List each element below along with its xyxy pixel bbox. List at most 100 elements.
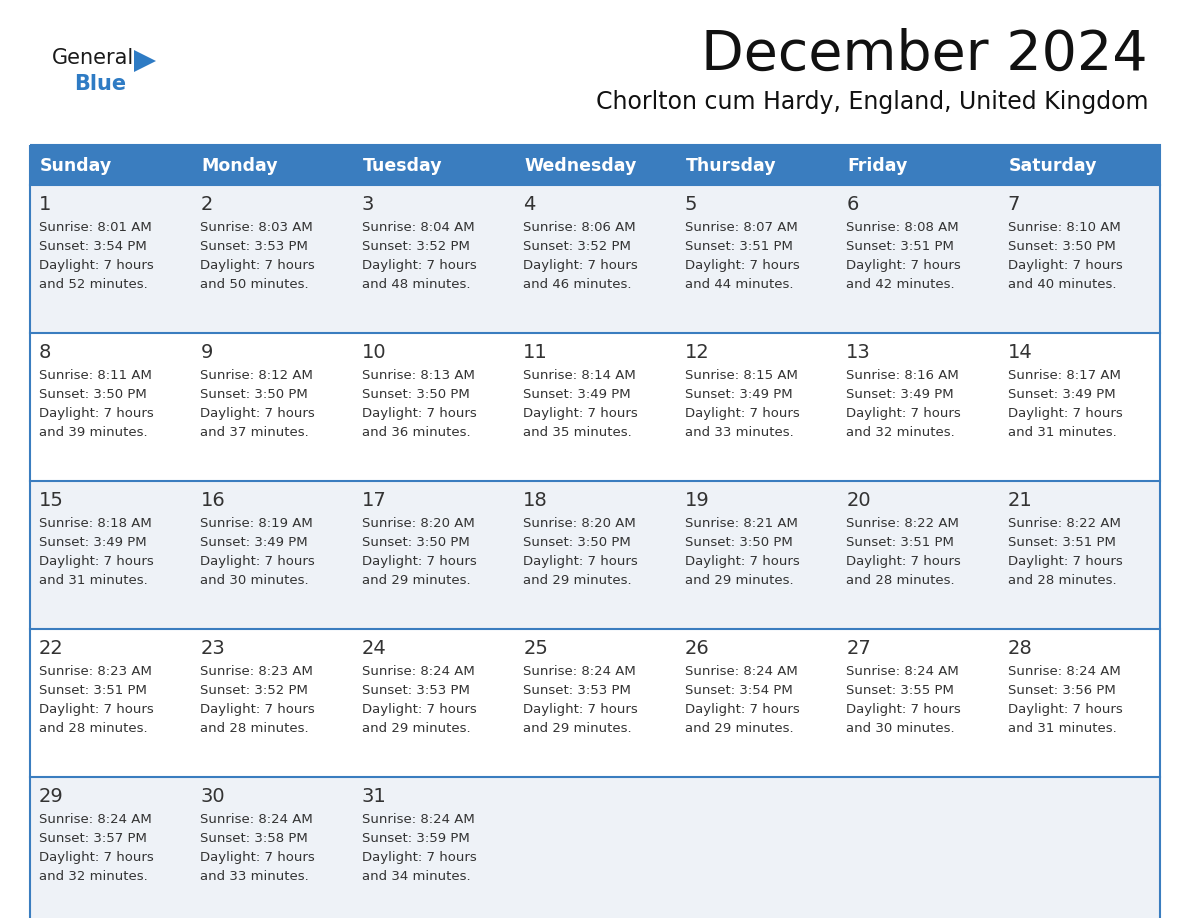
Text: and 28 minutes.: and 28 minutes. <box>39 722 147 735</box>
Text: Wednesday: Wednesday <box>524 157 637 175</box>
Text: 20: 20 <box>846 491 871 510</box>
Text: 7: 7 <box>1007 195 1020 214</box>
Text: 22: 22 <box>39 639 64 658</box>
Text: Daylight: 7 hours: Daylight: 7 hours <box>201 259 315 272</box>
Text: and 34 minutes.: and 34 minutes. <box>362 870 470 883</box>
Text: Sunrise: 8:07 AM: Sunrise: 8:07 AM <box>684 221 797 234</box>
Text: 17: 17 <box>362 491 386 510</box>
Text: Daylight: 7 hours: Daylight: 7 hours <box>39 703 153 716</box>
Text: and 33 minutes.: and 33 minutes. <box>201 870 309 883</box>
Text: Daylight: 7 hours: Daylight: 7 hours <box>201 407 315 420</box>
Text: Daylight: 7 hours: Daylight: 7 hours <box>523 259 638 272</box>
Text: Sunset: 3:59 PM: Sunset: 3:59 PM <box>362 832 469 845</box>
Text: 24: 24 <box>362 639 386 658</box>
Text: Sunrise: 8:18 AM: Sunrise: 8:18 AM <box>39 517 152 530</box>
Text: 31: 31 <box>362 787 386 806</box>
Text: Sunrise: 8:17 AM: Sunrise: 8:17 AM <box>1007 369 1120 382</box>
Polygon shape <box>134 50 156 72</box>
Text: 11: 11 <box>523 343 548 362</box>
Text: 30: 30 <box>201 787 225 806</box>
Text: and 32 minutes.: and 32 minutes. <box>39 870 147 883</box>
Text: 13: 13 <box>846 343 871 362</box>
Text: Sunrise: 8:24 AM: Sunrise: 8:24 AM <box>362 665 475 678</box>
Text: Sunset: 3:51 PM: Sunset: 3:51 PM <box>684 240 792 253</box>
Text: 25: 25 <box>523 639 548 658</box>
Text: 14: 14 <box>1007 343 1032 362</box>
Text: Daylight: 7 hours: Daylight: 7 hours <box>846 703 961 716</box>
Text: Sunrise: 8:10 AM: Sunrise: 8:10 AM <box>1007 221 1120 234</box>
Text: Sunset: 3:49 PM: Sunset: 3:49 PM <box>201 536 308 549</box>
Text: and 31 minutes.: and 31 minutes. <box>1007 722 1117 735</box>
Text: Daylight: 7 hours: Daylight: 7 hours <box>362 407 476 420</box>
Text: Sunrise: 8:24 AM: Sunrise: 8:24 AM <box>523 665 636 678</box>
Text: Daylight: 7 hours: Daylight: 7 hours <box>1007 703 1123 716</box>
Text: Daylight: 7 hours: Daylight: 7 hours <box>523 555 638 568</box>
Text: Sunset: 3:49 PM: Sunset: 3:49 PM <box>684 388 792 401</box>
Text: Sunset: 3:53 PM: Sunset: 3:53 PM <box>362 684 469 697</box>
Text: Daylight: 7 hours: Daylight: 7 hours <box>201 851 315 864</box>
Text: and 46 minutes.: and 46 minutes. <box>523 278 632 291</box>
Text: Sunrise: 8:24 AM: Sunrise: 8:24 AM <box>684 665 797 678</box>
Text: and 44 minutes.: and 44 minutes. <box>684 278 794 291</box>
Text: Sunset: 3:51 PM: Sunset: 3:51 PM <box>846 536 954 549</box>
Bar <box>30 333 1159 481</box>
Text: Sunset: 3:49 PM: Sunset: 3:49 PM <box>39 536 146 549</box>
Text: 8: 8 <box>39 343 51 362</box>
Bar <box>30 145 1159 185</box>
Text: Sunrise: 8:24 AM: Sunrise: 8:24 AM <box>39 813 152 826</box>
Text: Sunset: 3:49 PM: Sunset: 3:49 PM <box>523 388 631 401</box>
Text: 12: 12 <box>684 343 709 362</box>
Text: and 35 minutes.: and 35 minutes. <box>523 426 632 439</box>
Text: Sunset: 3:58 PM: Sunset: 3:58 PM <box>201 832 308 845</box>
Bar <box>30 481 1159 629</box>
Text: and 31 minutes.: and 31 minutes. <box>1007 426 1117 439</box>
Text: Sunset: 3:50 PM: Sunset: 3:50 PM <box>362 388 469 401</box>
Bar <box>30 777 1159 918</box>
Text: Sunrise: 8:21 AM: Sunrise: 8:21 AM <box>684 517 797 530</box>
Text: and 29 minutes.: and 29 minutes. <box>523 722 632 735</box>
Text: Daylight: 7 hours: Daylight: 7 hours <box>684 259 800 272</box>
Text: Daylight: 7 hours: Daylight: 7 hours <box>684 555 800 568</box>
Text: Sunrise: 8:15 AM: Sunrise: 8:15 AM <box>684 369 797 382</box>
Text: and 48 minutes.: and 48 minutes. <box>362 278 470 291</box>
Text: Sunrise: 8:03 AM: Sunrise: 8:03 AM <box>201 221 314 234</box>
Text: Daylight: 7 hours: Daylight: 7 hours <box>1007 555 1123 568</box>
Text: 19: 19 <box>684 491 709 510</box>
Text: Thursday: Thursday <box>685 157 776 175</box>
Text: 9: 9 <box>201 343 213 362</box>
Text: 10: 10 <box>362 343 386 362</box>
Text: and 29 minutes.: and 29 minutes. <box>362 574 470 587</box>
Text: December 2024: December 2024 <box>701 28 1148 82</box>
Text: Sunrise: 8:06 AM: Sunrise: 8:06 AM <box>523 221 636 234</box>
Text: Sunday: Sunday <box>40 157 112 175</box>
Text: Daylight: 7 hours: Daylight: 7 hours <box>1007 259 1123 272</box>
Text: 18: 18 <box>523 491 548 510</box>
Text: and 31 minutes.: and 31 minutes. <box>39 574 147 587</box>
Text: Sunrise: 8:12 AM: Sunrise: 8:12 AM <box>201 369 314 382</box>
Text: Daylight: 7 hours: Daylight: 7 hours <box>846 407 961 420</box>
Text: Sunset: 3:53 PM: Sunset: 3:53 PM <box>201 240 309 253</box>
Text: and 39 minutes.: and 39 minutes. <box>39 426 147 439</box>
Text: Sunrise: 8:11 AM: Sunrise: 8:11 AM <box>39 369 152 382</box>
Text: Sunrise: 8:01 AM: Sunrise: 8:01 AM <box>39 221 152 234</box>
Text: Sunset: 3:54 PM: Sunset: 3:54 PM <box>39 240 147 253</box>
Text: Daylight: 7 hours: Daylight: 7 hours <box>39 407 153 420</box>
Text: Daylight: 7 hours: Daylight: 7 hours <box>362 851 476 864</box>
Text: and 52 minutes.: and 52 minutes. <box>39 278 147 291</box>
Text: Sunrise: 8:22 AM: Sunrise: 8:22 AM <box>846 517 959 530</box>
Text: Saturday: Saturday <box>1009 157 1097 175</box>
Text: Friday: Friday <box>847 157 908 175</box>
Text: and 30 minutes.: and 30 minutes. <box>846 722 955 735</box>
Text: Sunrise: 8:24 AM: Sunrise: 8:24 AM <box>1007 665 1120 678</box>
Text: and 29 minutes.: and 29 minutes. <box>523 574 632 587</box>
Text: Sunset: 3:51 PM: Sunset: 3:51 PM <box>39 684 147 697</box>
Text: Sunset: 3:50 PM: Sunset: 3:50 PM <box>1007 240 1116 253</box>
Text: Daylight: 7 hours: Daylight: 7 hours <box>1007 407 1123 420</box>
Text: Sunset: 3:52 PM: Sunset: 3:52 PM <box>523 240 631 253</box>
Text: Blue: Blue <box>74 74 126 94</box>
Text: Sunset: 3:54 PM: Sunset: 3:54 PM <box>684 684 792 697</box>
Text: Daylight: 7 hours: Daylight: 7 hours <box>523 407 638 420</box>
Text: 27: 27 <box>846 639 871 658</box>
Text: Sunset: 3:52 PM: Sunset: 3:52 PM <box>201 684 309 697</box>
Text: Sunrise: 8:14 AM: Sunrise: 8:14 AM <box>523 369 636 382</box>
